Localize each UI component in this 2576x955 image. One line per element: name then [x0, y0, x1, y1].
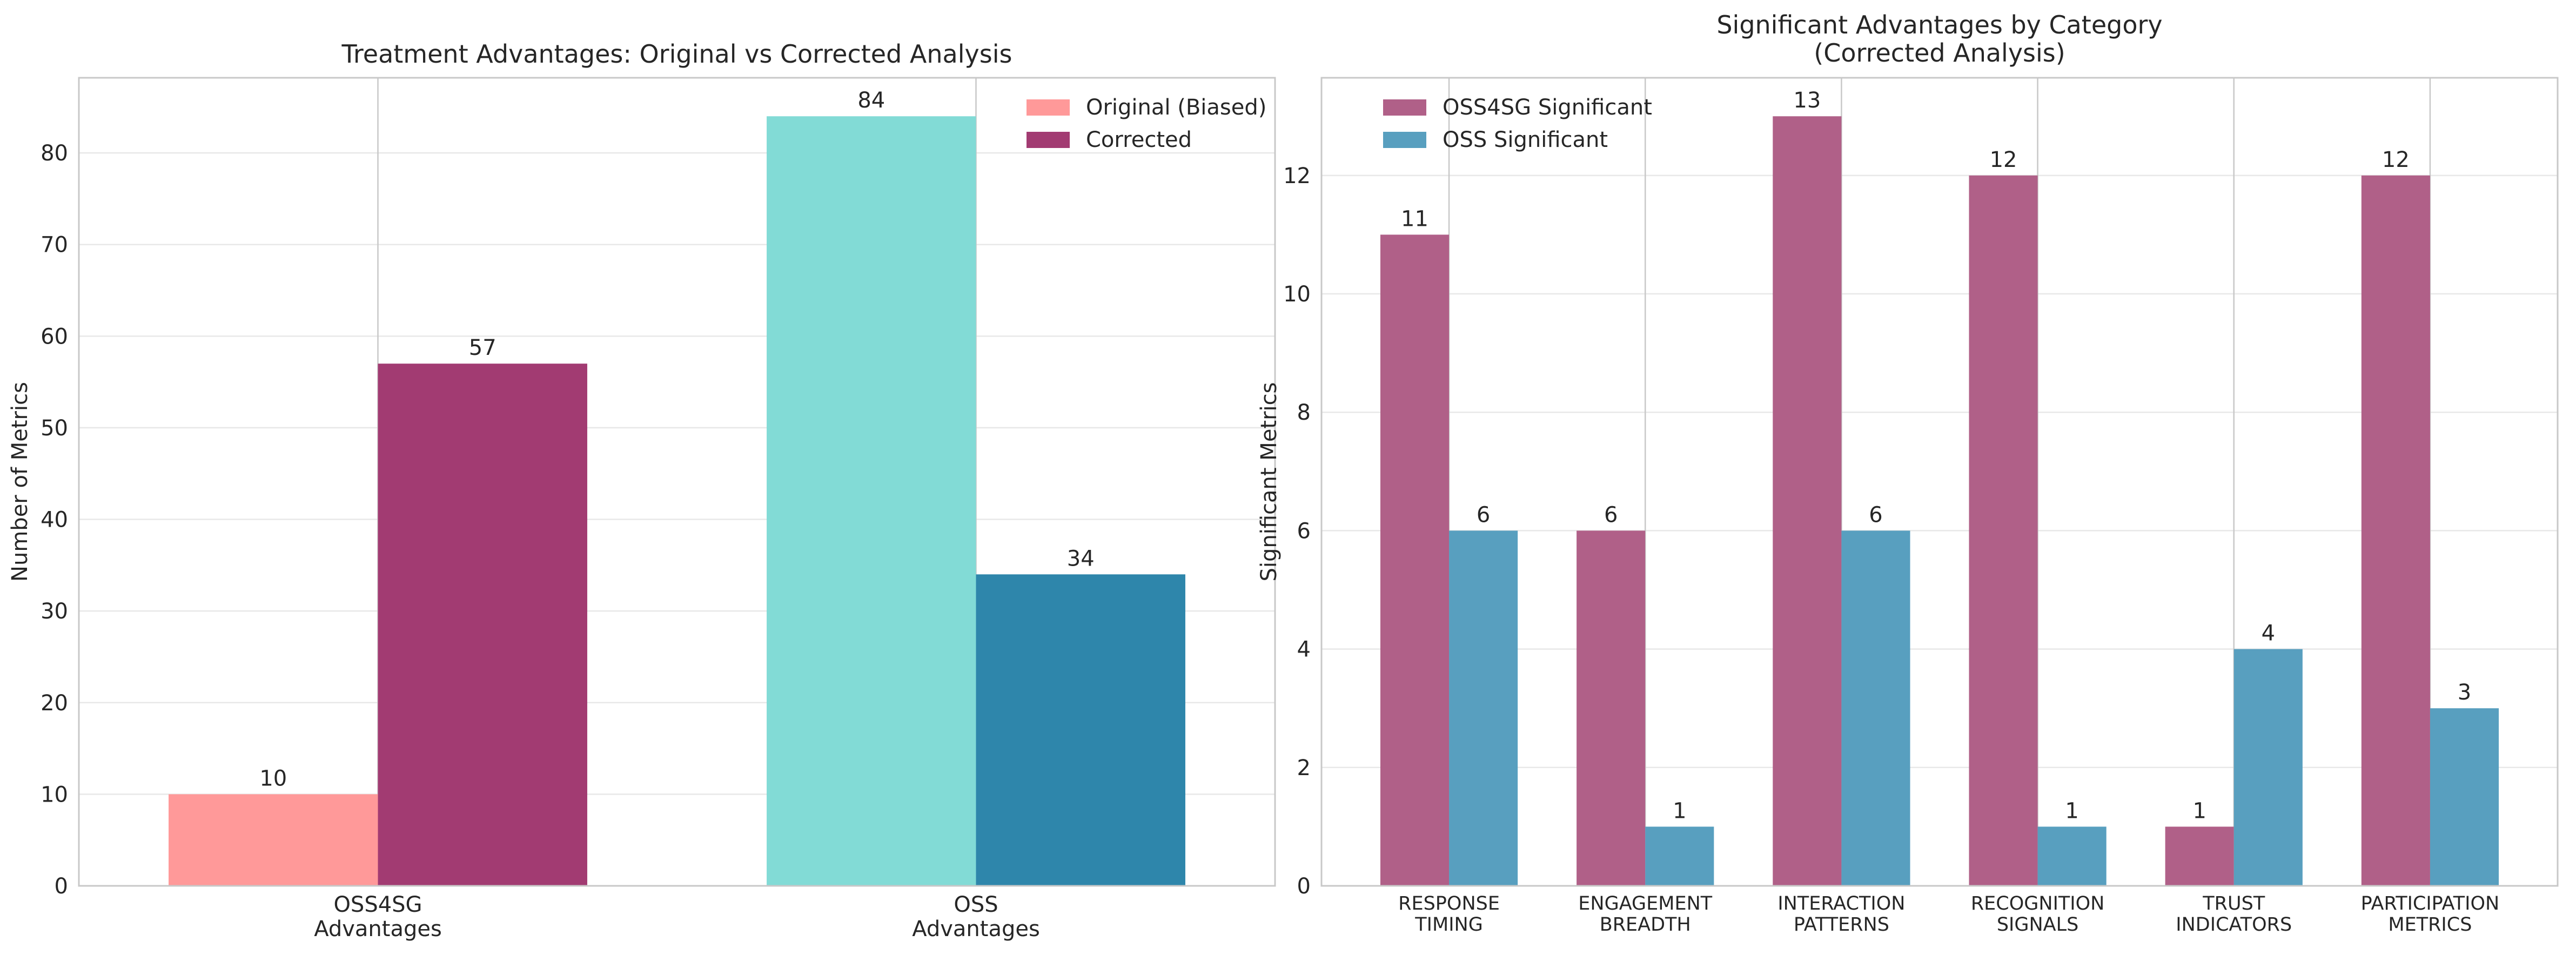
y-tick-label: 20 — [41, 691, 68, 716]
bar — [169, 794, 378, 886]
legend-swatch — [1383, 99, 1426, 116]
bar — [1645, 826, 1714, 886]
legend: OSS4SG Significant OSS Significant — [1383, 95, 1652, 152]
x-tick-label: ENGAGEMENT BREADTH — [1578, 893, 1712, 936]
x-tick-label: PARTICIPATION METRICS — [2361, 893, 2500, 936]
legend-label: OSS Significant — [1443, 127, 1608, 152]
x-tick-label: RECOGNITION SIGNALS — [1971, 893, 2104, 936]
bar — [2037, 826, 2107, 886]
y-axis-label: Significant Metrics — [1257, 382, 1282, 581]
x-tick-label: OSS Advantages — [912, 892, 1040, 941]
bar — [2430, 708, 2499, 886]
bar — [767, 116, 976, 886]
legend-label: Original (Biased) — [1086, 95, 1266, 120]
y-tick-label: 8 — [1297, 400, 1311, 425]
bar — [976, 574, 1185, 886]
bar — [2233, 649, 2303, 886]
y-axis-label: Number of Metrics — [8, 382, 32, 582]
legend-swatch — [1383, 132, 1426, 148]
y-tick-label: 80 — [41, 141, 68, 166]
bar-value-label: 6 — [1477, 502, 1490, 527]
y-tick-label: 4 — [1297, 637, 1311, 662]
legend-label: OSS4SG Significant — [1443, 95, 1652, 120]
bar-value-label: 11 — [1401, 206, 1428, 231]
y-tick-label: 70 — [41, 233, 68, 258]
legend-label: Corrected — [1086, 127, 1192, 152]
y-tick-label: 40 — [41, 508, 68, 533]
bar-value-label: 6 — [1869, 502, 1882, 527]
bar-value-label: 6 — [1604, 502, 1618, 527]
y-tick-label: 60 — [41, 324, 68, 349]
x-tick-label: RESPONSE TIMING — [1398, 893, 1500, 936]
y-tick-label: 2 — [1297, 756, 1311, 781]
bar — [1969, 175, 2038, 886]
y-tick-label: 30 — [41, 599, 68, 624]
bar — [378, 364, 587, 886]
legend-swatch — [1027, 132, 1070, 148]
y-tick-label: 10 — [1283, 282, 1311, 307]
bar-value-label: 84 — [857, 88, 885, 113]
x-tick-label: TRUST INDICATORS — [2176, 893, 2292, 936]
bar — [2361, 175, 2430, 886]
y-tick-label: 12 — [1283, 164, 1311, 189]
bar-value-label: 3 — [2458, 680, 2471, 705]
legend-swatch — [1027, 99, 1070, 116]
bar — [1380, 234, 1450, 886]
plot-frame — [1320, 77, 2559, 887]
x-tick-label: OSS4SG Advantages — [314, 892, 442, 941]
bar-value-label: 34 — [1067, 546, 1095, 571]
bar — [1577, 530, 1646, 886]
y-tick-label: 0 — [55, 874, 68, 899]
y-tick-label: 50 — [41, 416, 68, 441]
bar-value-label: 4 — [2262, 621, 2275, 646]
treatment-advantages-chart: 10 84 57 34 0 10 20 30 40 50 60 70 80 OSS4SG Advantage… — [8, 39, 1276, 941]
chart-title: Treatment Advantages: Original vs Correc… — [341, 39, 1012, 69]
y-tick-label: 6 — [1297, 519, 1311, 543]
bar — [1841, 530, 1910, 886]
chart-title: Significant Advantages by Category (Corre… — [1716, 10, 2162, 68]
legend: Original (Biased) Corrected — [1027, 95, 1266, 152]
plot-frame — [78, 77, 1276, 887]
bar-value-label: 1 — [2065, 798, 2078, 823]
y-tick-label: 0 — [1297, 874, 1311, 899]
bar-value-label: 1 — [2192, 798, 2206, 823]
bar-value-label: 10 — [259, 766, 287, 791]
bar-value-label: 1 — [1673, 798, 1686, 823]
bar-value-label: 12 — [2382, 147, 2410, 172]
bar-value-label: 12 — [1990, 147, 2017, 172]
x-tick-label: INTERACTION PATTERNS — [1777, 893, 1905, 936]
bar-value-label: 57 — [469, 335, 497, 360]
bar-value-label: 13 — [1793, 88, 1821, 113]
bar — [1773, 116, 1842, 886]
bar — [1449, 530, 1518, 886]
bar — [2165, 826, 2234, 886]
y-tick-label: 10 — [41, 782, 68, 807]
category-advantages-chart: 11 6 13 12 1 12 6 1 6 1 4 3 0 2 4 6 8 10 12 RESPONSE TIMING E… — [1257, 10, 2559, 936]
